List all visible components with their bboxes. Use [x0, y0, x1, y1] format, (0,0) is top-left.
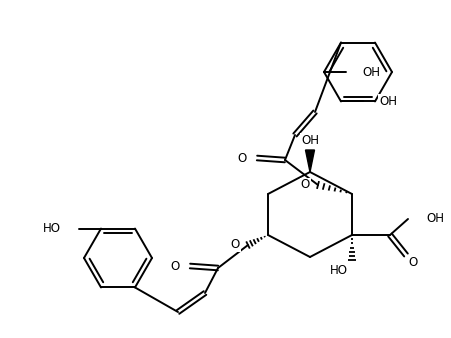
Text: O: O: [230, 239, 239, 251]
Text: O: O: [170, 260, 179, 272]
Text: HO: HO: [329, 264, 347, 276]
Text: O: O: [407, 257, 416, 269]
Text: OH: OH: [425, 213, 443, 225]
Text: O: O: [300, 178, 309, 192]
Text: OH: OH: [361, 66, 379, 78]
Text: HO: HO: [43, 222, 61, 235]
Polygon shape: [305, 150, 314, 172]
Text: O: O: [237, 151, 246, 165]
Text: OH: OH: [378, 95, 396, 108]
Text: OH: OH: [300, 134, 318, 146]
